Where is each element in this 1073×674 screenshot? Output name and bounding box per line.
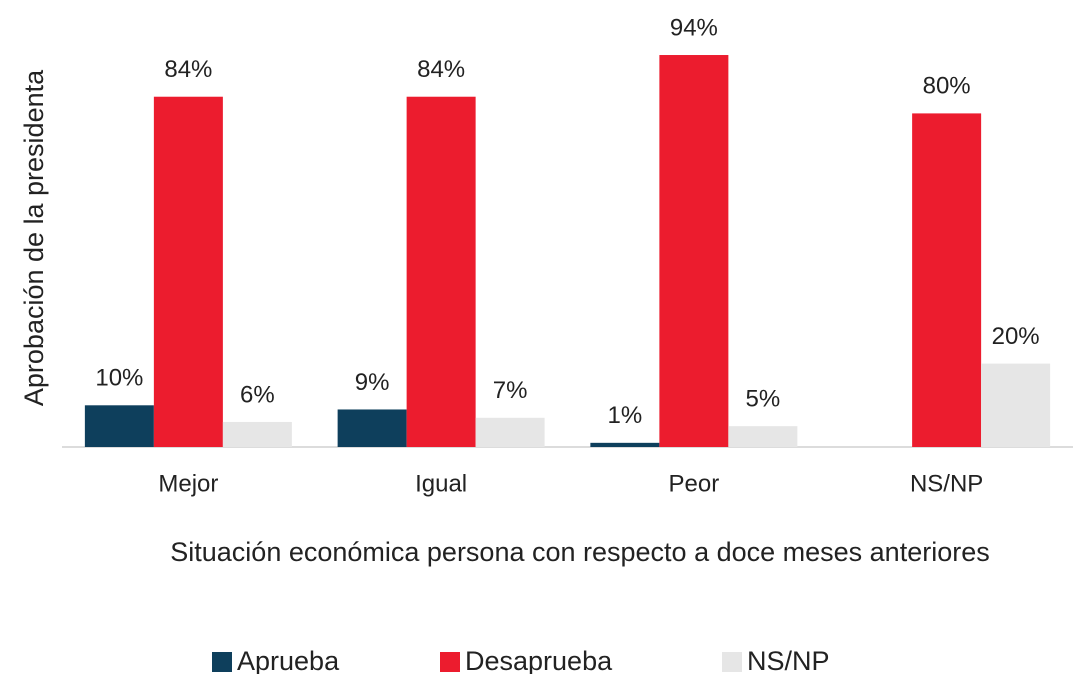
bar — [981, 363, 1051, 447]
legend-swatch — [722, 652, 742, 672]
data-label: 80% — [923, 73, 971, 100]
data-label: 1% — [608, 402, 643, 429]
data-label: 84% — [417, 56, 465, 83]
bar — [222, 421, 292, 447]
x-axis-label: Situación económica persona con respecto… — [170, 537, 990, 567]
x-tick-label: NS/NP — [910, 470, 983, 497]
bar — [153, 96, 223, 447]
bar — [84, 405, 154, 447]
bar — [728, 426, 798, 447]
legend-swatch — [212, 652, 232, 672]
bar — [475, 417, 545, 447]
legend-label: Aprueba — [237, 646, 340, 674]
bar — [659, 55, 729, 448]
data-label: 84% — [164, 56, 212, 83]
legend-swatch — [440, 652, 460, 672]
data-label: 10% — [95, 365, 143, 392]
bar — [590, 442, 660, 447]
legend-label: NS/NP — [747, 646, 830, 674]
bar — [406, 96, 476, 447]
data-label: 94% — [670, 14, 718, 41]
data-label: 7% — [493, 377, 528, 404]
bar — [912, 113, 982, 448]
data-label: 6% — [240, 381, 275, 408]
data-label: 5% — [746, 385, 781, 412]
x-tick-label: Mejor — [158, 470, 218, 497]
data-label: 20% — [992, 323, 1040, 350]
data-label: 9% — [355, 369, 390, 396]
x-tick-label: Peor — [669, 470, 720, 497]
x-tick-label: Igual — [415, 470, 467, 497]
y-axis-label: Aprobación de la presidenta — [19, 69, 49, 406]
bar — [337, 409, 407, 447]
legend-label: Desaprueba — [465, 646, 613, 674]
